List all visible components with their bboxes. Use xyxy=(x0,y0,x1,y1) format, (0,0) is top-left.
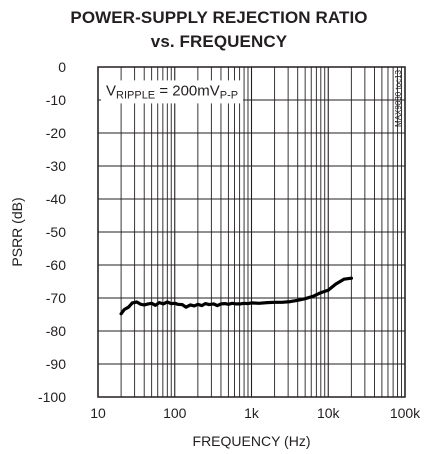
x-tick-label: 100 xyxy=(163,405,187,421)
psrr-series-line xyxy=(119,276,353,316)
annotation-main: V xyxy=(106,82,116,99)
x-axis-label: FREQUENCY (Hz) xyxy=(193,433,311,449)
x-tick-labels: 10 100 1k 10k 100k xyxy=(90,405,421,421)
y-tick-label: -90 xyxy=(46,356,66,372)
y-tick-label: -30 xyxy=(46,158,66,174)
annotation-box xyxy=(101,80,244,104)
ripple-annotation: VRIPPLE = 200mVP-P xyxy=(106,82,238,101)
annotation-sub2: P-P xyxy=(220,89,238,101)
x-tick-label: 10k xyxy=(317,405,341,421)
series-layer xyxy=(119,276,353,316)
annotation-sub: RIPPLE xyxy=(116,89,155,101)
y-tick-label: -20 xyxy=(46,125,66,141)
y-tick-label: -50 xyxy=(46,224,66,240)
y-tick-label: -70 xyxy=(46,290,66,306)
side-code: MAX9830 toc13 xyxy=(394,69,403,126)
x-tick-label: 10 xyxy=(90,405,106,421)
y-tick-label: 0 xyxy=(58,59,66,75)
y-tick-label: -60 xyxy=(46,257,66,273)
y-tick-label: -80 xyxy=(46,323,66,339)
x-tick-label: 1k xyxy=(244,405,260,421)
y-tick-label: -40 xyxy=(46,191,66,207)
grid xyxy=(97,66,406,398)
y-tick-labels: 0 -10 -20 -30 -40 -50 -60 -70 -80 -90 -100 xyxy=(38,59,66,405)
x-tick-label: 100k xyxy=(390,405,421,421)
plot-frame xyxy=(97,66,406,398)
annotation-equals: = 200mV xyxy=(155,82,220,99)
y-axis-label: PSRR (dB) xyxy=(9,197,25,266)
chart-title-line1: POWER-SUPPLY REJECTION RATIO xyxy=(70,8,368,27)
y-tick-label: -10 xyxy=(46,92,66,108)
y-tick-label: -100 xyxy=(38,389,66,405)
chart-title-line2: vs. FREQUENCY xyxy=(150,32,288,51)
